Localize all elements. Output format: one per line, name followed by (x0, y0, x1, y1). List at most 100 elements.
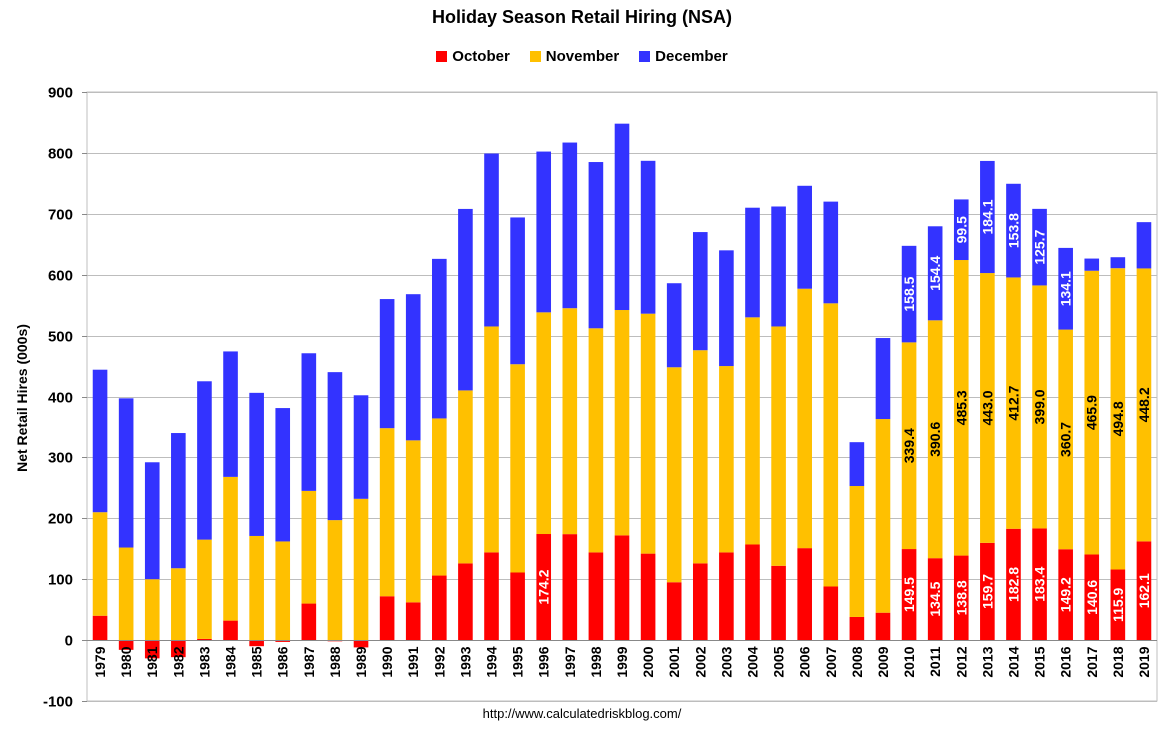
bar-november-1983 (197, 539, 212, 639)
x-tick-label-2001: 2001 (666, 646, 682, 677)
y-tick-label: 400 (48, 390, 73, 407)
bar-december-2017 (1084, 258, 1100, 271)
data-label-november-2014: 412.7 (1005, 385, 1021, 420)
bar-october-2002 (692, 563, 708, 641)
data-label-december-2011: 154.4 (927, 256, 943, 291)
data-label-december-2013: 184.1 (979, 199, 995, 234)
bar-november-2013 (980, 273, 995, 543)
bar-december-1980 (118, 398, 134, 548)
x-tick-label-1979: 1979 (92, 646, 108, 677)
bar-october-2014 (1006, 528, 1021, 641)
bar-october-1985 (249, 640, 264, 647)
x-tick-label-2019: 2019 (1136, 646, 1152, 677)
bar-november-2016 (1058, 329, 1073, 550)
legend-item-december: December (639, 48, 728, 65)
x-tick-label-2014: 2014 (1005, 646, 1021, 677)
bar-november-1987 (301, 490, 317, 604)
data-label-december-2016: 134.1 (1058, 271, 1074, 306)
data-label-november-2010: 339.4 (901, 428, 917, 463)
bar-december-1996 (536, 151, 552, 313)
bar-october-2012 (953, 555, 969, 641)
bar-october-2019 (1136, 541, 1152, 641)
bar-december-1987 (301, 353, 317, 491)
bar-december-2016 (1058, 247, 1073, 330)
x-tick-label-1980: 1980 (118, 646, 134, 677)
bar-november-2019 (1136, 268, 1152, 542)
bar-november-1993 (458, 390, 473, 564)
x-tick-label-1987: 1987 (301, 646, 317, 677)
bar-november-2009 (875, 419, 891, 613)
x-tick-label-1990: 1990 (379, 646, 395, 677)
bar-october-1990 (379, 596, 395, 641)
bar-december-2006 (797, 185, 812, 289)
bar-december-1989 (353, 395, 369, 499)
bar-november-1995 (510, 364, 525, 573)
x-tick-label-2009: 2009 (875, 646, 891, 677)
data-label-october-2015: 183.4 (1032, 567, 1048, 602)
x-tick-label-2008: 2008 (849, 646, 865, 677)
bar-december-1979 (92, 369, 108, 513)
x-tick-label-2012: 2012 (953, 646, 969, 677)
bar-december-1998 (588, 162, 604, 329)
bar-november-1994 (484, 326, 499, 553)
y-tick-label: 300 (48, 450, 73, 467)
bar-december-1985 (249, 392, 264, 536)
bar-december-2010 (901, 245, 917, 343)
bar-october-1981 (144, 640, 160, 659)
data-label-november-2019: 448.2 (1136, 387, 1152, 422)
bar-october-1997 (562, 534, 578, 641)
bar-november-1985 (249, 535, 264, 641)
bar-october-2013 (980, 542, 995, 641)
bar-november-2002 (692, 350, 708, 564)
x-tick-label-1988: 1988 (327, 646, 343, 677)
bar-december-1999 (614, 123, 630, 311)
x-tick-label-2006: 2006 (797, 646, 813, 677)
x-tick-label-1997: 1997 (562, 646, 578, 677)
chart-title: Holiday Season Retail Hiring (NSA) (431, 7, 733, 27)
y-tick-label: 800 (48, 146, 73, 163)
x-tick-label-2010: 2010 (901, 646, 917, 677)
bar-october-2007 (823, 586, 839, 641)
bar-october-2001 (666, 582, 682, 641)
bar-december-1986 (275, 408, 291, 542)
bar-november-1996 (536, 312, 552, 535)
x-tick-label-1995: 1995 (510, 646, 526, 677)
x-tick-label-2005: 2005 (771, 646, 787, 677)
data-label-november-2016: 360.7 (1058, 422, 1074, 457)
bar-november-1999 (614, 310, 630, 536)
data-label-november-2012: 485.3 (953, 390, 969, 425)
bar-november-2008 (849, 486, 865, 617)
data-label-november-2015: 399.0 (1032, 389, 1048, 424)
bar-october-1992 (432, 575, 447, 641)
bar-october-2005 (771, 565, 786, 641)
legend-label-december: December (655, 48, 728, 65)
bar-december-1984 (223, 351, 238, 477)
x-tick-label-1981: 1981 (144, 646, 160, 677)
bar-november-2017 (1084, 270, 1100, 555)
legend: October November December (0, 48, 1164, 65)
x-tick-label-2015: 2015 (1032, 646, 1048, 677)
data-label-october-2010: 149.5 (901, 577, 917, 612)
data-label-november-2018: 494.8 (1110, 401, 1126, 436)
x-tick-label-2017: 2017 (1084, 646, 1100, 677)
bar-november-1992 (432, 418, 447, 576)
bar-november-1979 (92, 512, 108, 616)
x-tick-label-2004: 2004 (744, 646, 760, 677)
bar-november-1982 (171, 568, 186, 641)
bar-november-2015 (1032, 285, 1047, 529)
y-tick-label: 600 (48, 268, 73, 285)
x-tick-label-1989: 1989 (353, 646, 369, 677)
bar-december-2000 (640, 160, 656, 314)
bar-october-1994 (484, 552, 499, 641)
bar-december-1994 (484, 153, 499, 327)
bar-november-1980 (118, 547, 134, 641)
bar-november-2011 (927, 320, 943, 559)
x-tick-label-1986: 1986 (275, 646, 291, 677)
bar-october-2017 (1084, 554, 1100, 641)
bar-october-2015 (1032, 528, 1047, 641)
y-tick-label: 0 (65, 633, 73, 650)
bar-december-2009 (875, 338, 891, 420)
bar-december-2005 (771, 206, 786, 327)
bar-october-2000 (640, 553, 656, 641)
data-label-october-2019: 162.1 (1136, 573, 1152, 608)
